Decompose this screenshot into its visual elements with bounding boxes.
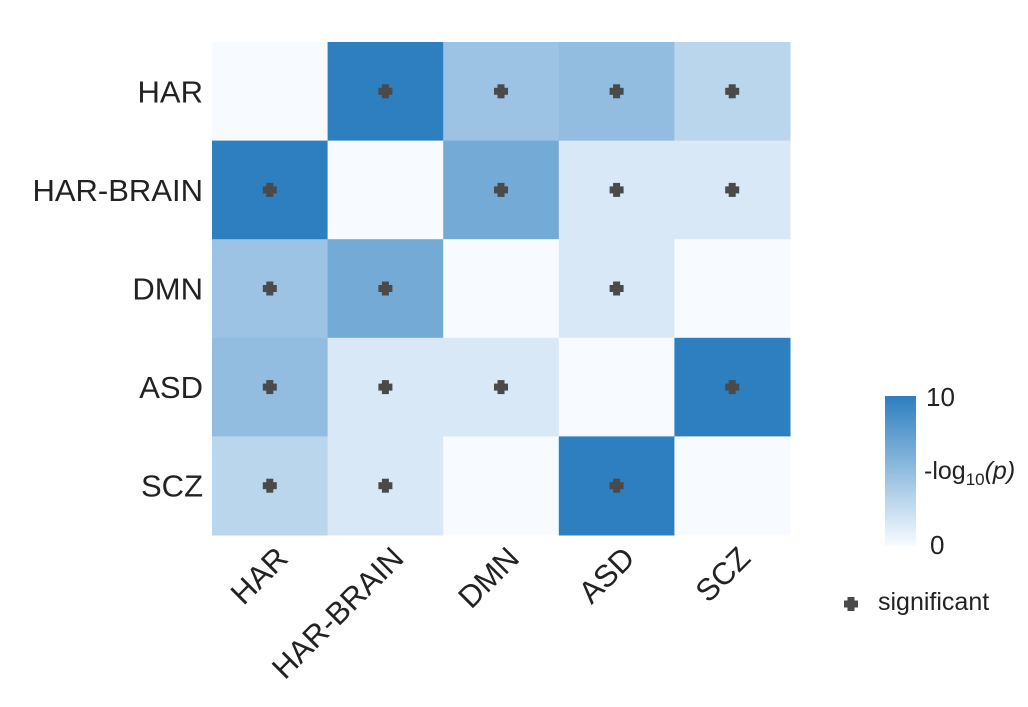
legend-marker-icon	[844, 597, 858, 611]
heatmap-cell-har-brain-har-brain	[327, 140, 444, 240]
column-label-asd: ASD	[572, 540, 642, 610]
heatmap-cell-scz-dmn	[443, 436, 560, 536]
significance-marker-har-brain-asd	[609, 182, 624, 197]
row-label-har-brain: HAR-BRAIN	[32, 173, 203, 208]
heatmap-cell-scz-scz	[674, 436, 791, 536]
significance-markers	[262, 84, 740, 493]
colorbar-gradient	[885, 396, 916, 546]
significance-marker-har-dmn	[494, 84, 508, 99]
significance-marker-scz-har-brain	[378, 478, 393, 493]
significance-marker-asd-scz	[725, 380, 740, 395]
column-label-scz: SCZ	[689, 540, 758, 609]
significance-marker-har-scz	[725, 84, 740, 99]
legend-cross-icon	[844, 597, 858, 611]
heatmap-cell-dmn-scz	[674, 239, 791, 339]
column-label-har: HAR	[224, 540, 295, 611]
significance-marker-har-asd	[609, 84, 624, 99]
significance-marker-har-brain-dmn	[494, 182, 508, 197]
significance-marker-dmn-asd	[609, 281, 624, 296]
colorbar-max-label: 10	[926, 382, 955, 412]
significance-marker-scz-asd	[609, 478, 624, 493]
heatmap-cell-dmn-dmn	[443, 239, 560, 339]
significance-marker-har-brain-har	[262, 182, 277, 197]
heatmap-cell-har-har	[212, 42, 329, 142]
colorbar-title: -log10(p)	[924, 457, 1015, 489]
colorbar: 10 -log10(p) 0	[885, 382, 1015, 560]
legend-label: significant	[878, 588, 989, 616]
significance-marker-scz-har	[262, 478, 277, 493]
column-label-dmn: DMN	[451, 540, 526, 615]
row-labels: HAR HAR-BRAIN DMN ASD SCZ	[32, 74, 203, 503]
row-label-asd: ASD	[139, 370, 203, 405]
row-label-dmn: DMN	[132, 272, 203, 307]
heatmap-cell-asd-asd	[558, 337, 675, 437]
significance-marker-asd-dmn	[494, 380, 508, 395]
legend: significant	[844, 588, 989, 616]
row-label-scz: SCZ	[141, 469, 203, 504]
significance-marker-asd-har-brain	[378, 380, 393, 395]
significance-marker-dmn-har-brain	[378, 281, 393, 296]
significance-marker-har-har-brain	[378, 84, 393, 99]
significance-marker-dmn-har	[262, 281, 277, 296]
row-label-har: HAR	[138, 74, 203, 109]
colorbar-min-label: 0	[930, 530, 944, 560]
significance-marker-asd-har	[262, 380, 277, 395]
significance-marker-har-brain-scz	[725, 182, 740, 197]
heatmap-cells	[212, 42, 791, 536]
